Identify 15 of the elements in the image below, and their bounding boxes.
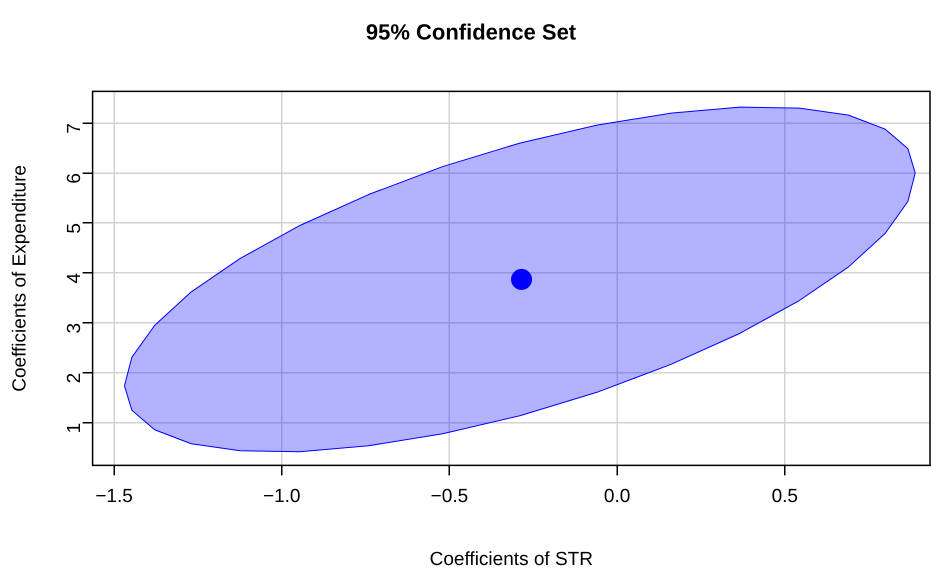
y-tick-label: 2 <box>64 372 85 384</box>
y-tick-label: 5 <box>64 222 85 234</box>
y-tick-label: 6 <box>64 173 85 184</box>
x-axis-title: Coefficients of STR <box>430 548 593 570</box>
x-tick-label: −0.5 <box>430 486 468 508</box>
y-tick-label: 7 <box>64 123 85 134</box>
y-tick-label: 4 <box>64 272 85 284</box>
x-tick-label: 0.0 <box>604 486 630 508</box>
y-tick-label: 1 <box>64 422 85 434</box>
x-tick-label: 0.5 <box>772 486 798 508</box>
y-axis-title: Coefficients of Expenditure <box>10 165 31 392</box>
chart-title: 95% Confidence Set <box>366 19 577 44</box>
x-tick-label: −1.5 <box>95 486 133 508</box>
y-tick-label: 3 <box>64 322 85 334</box>
x-tick-label: −1.0 <box>262 486 300 508</box>
